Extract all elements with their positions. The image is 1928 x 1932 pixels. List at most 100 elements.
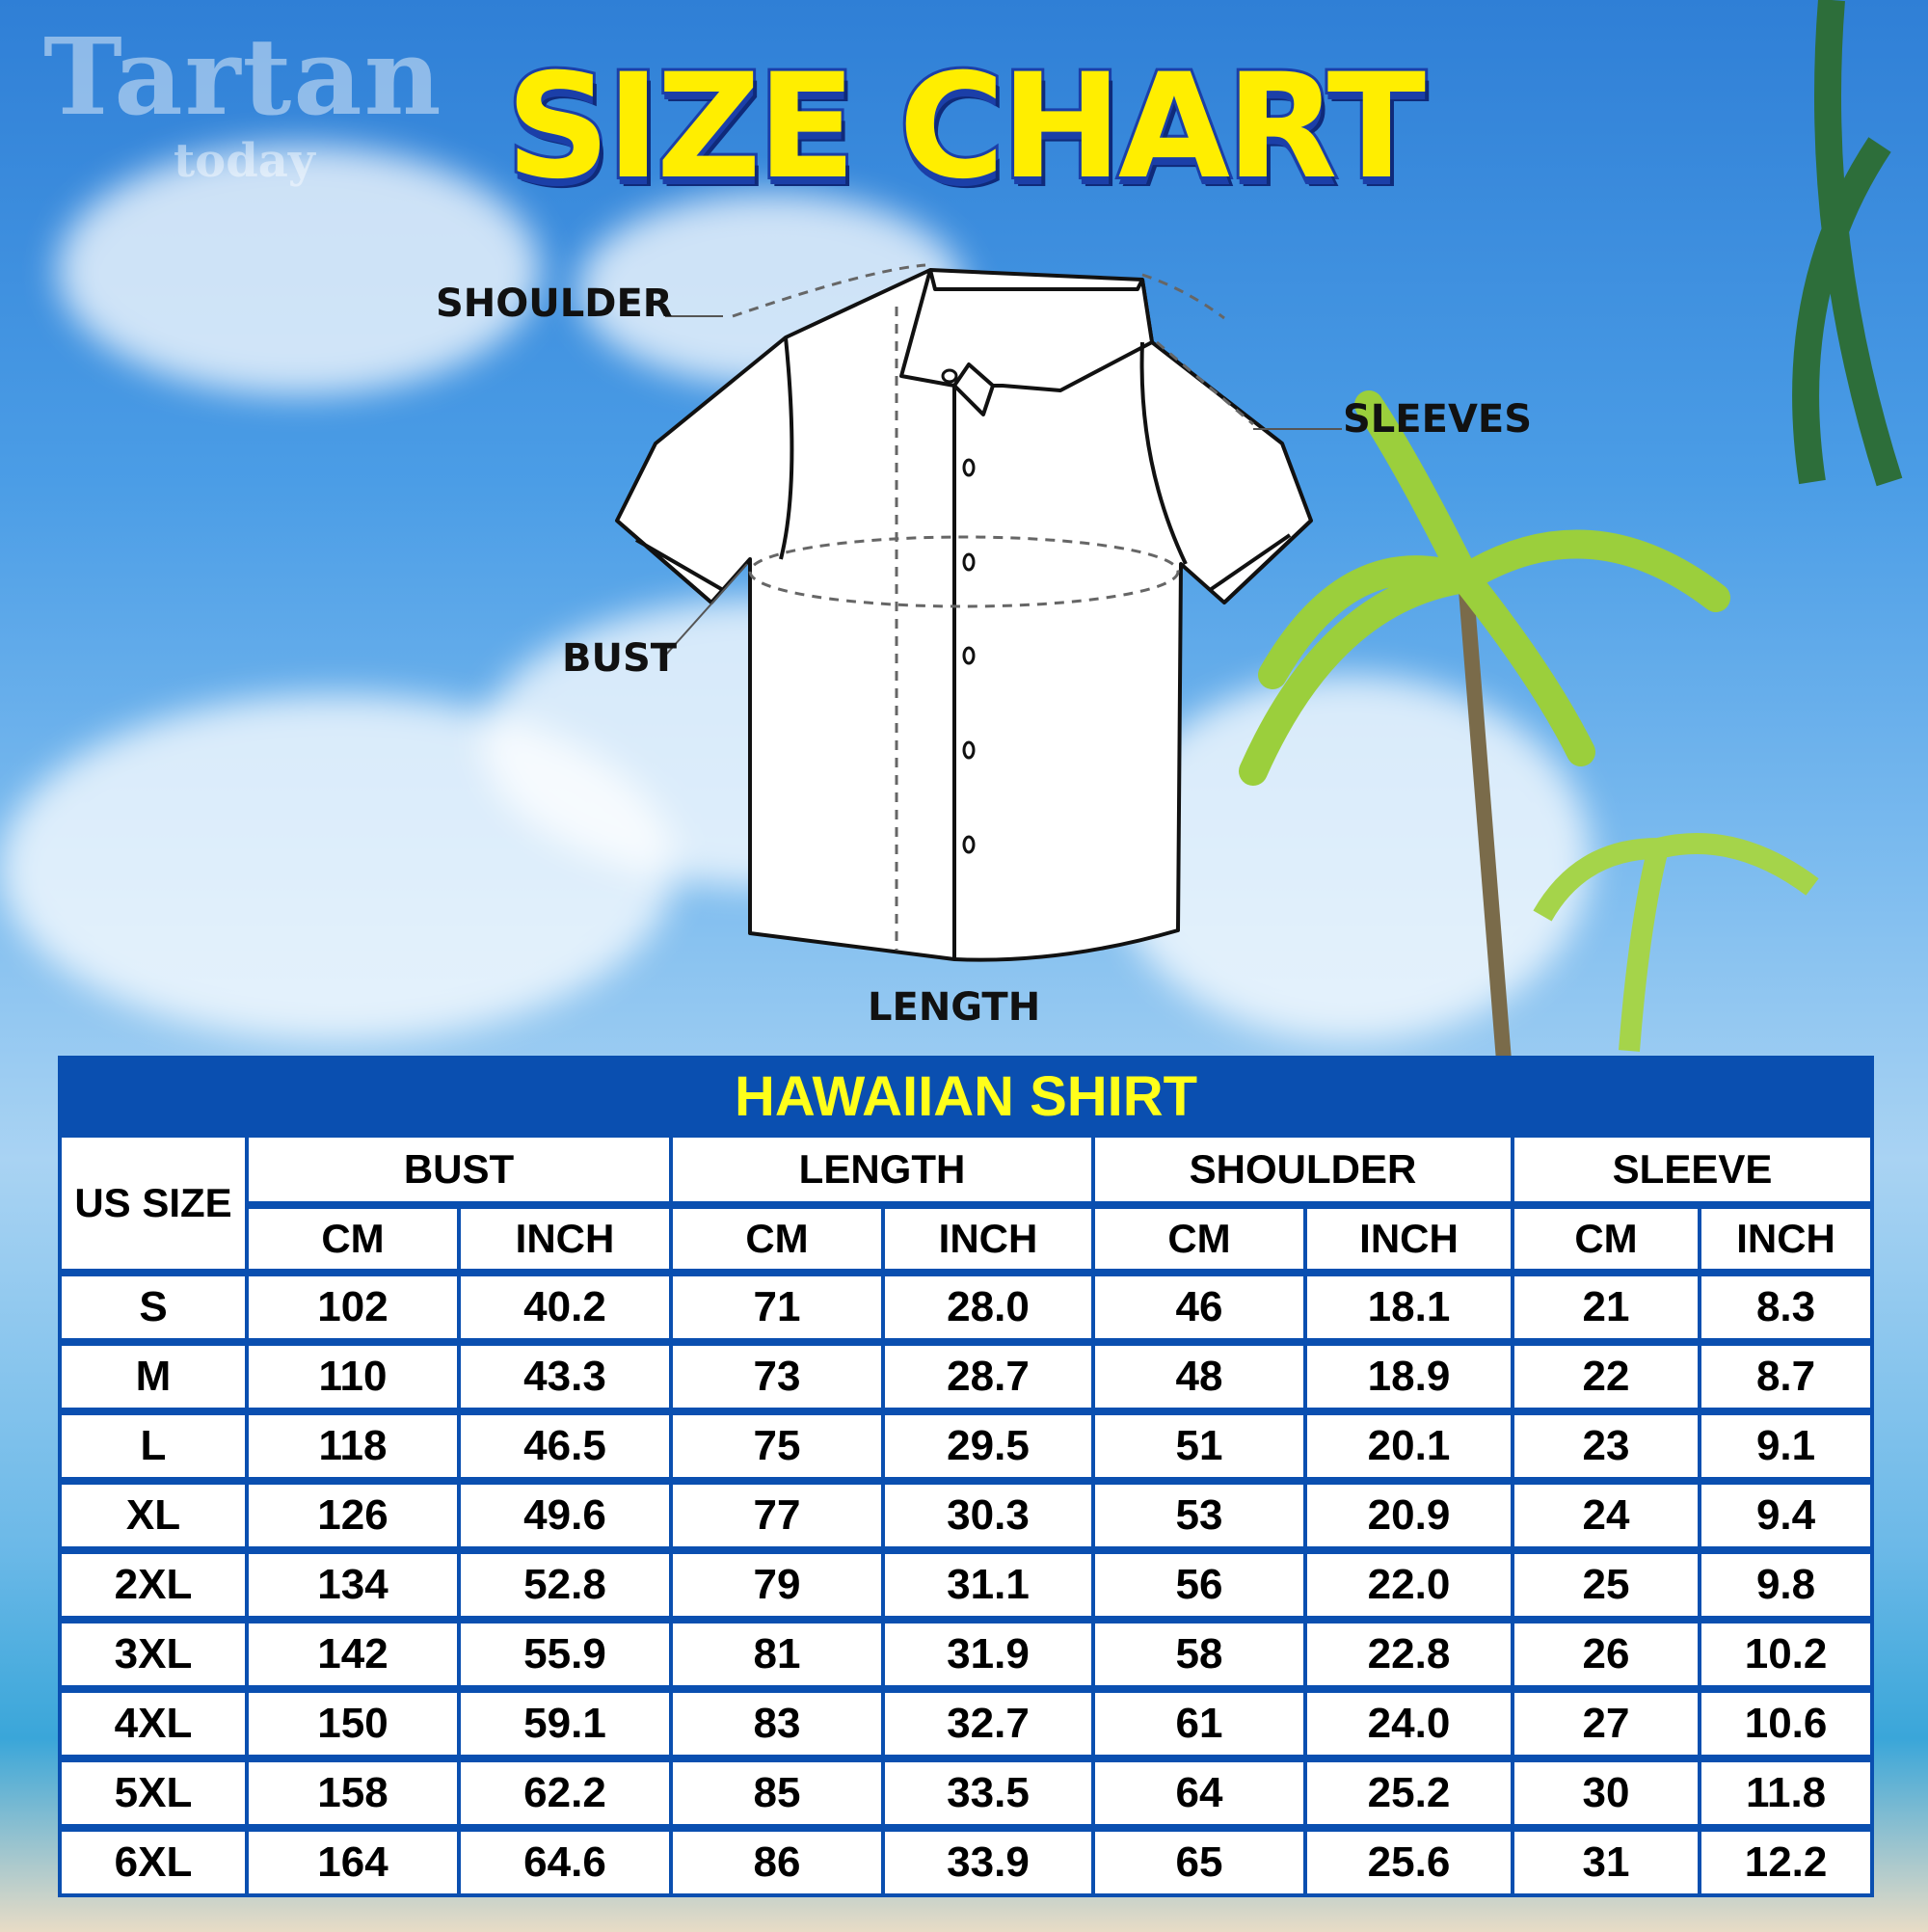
measurement-cell: 8.3: [1697, 1269, 1875, 1344]
length-header: LENGTH: [669, 1134, 1095, 1207]
size-cell: M: [58, 1338, 249, 1413]
measurement-cell: 28.7: [881, 1338, 1095, 1413]
unit-header-cm: CM: [245, 1201, 461, 1275]
measurement-cell: 25.6: [1303, 1824, 1514, 1897]
measurement-cell: 29.5: [881, 1408, 1095, 1483]
measurement-cell: 51: [1091, 1408, 1307, 1483]
table-row: M 110 43.3 73 28.7 48 18.9 22 8.7: [58, 1338, 1875, 1413]
measurement-cell: 81: [669, 1616, 885, 1691]
measurement-cell: 64.6: [457, 1824, 673, 1897]
measurement-cell: 20.1: [1303, 1408, 1514, 1483]
measurement-cell: 150: [245, 1685, 461, 1760]
measurement-cell: 9.4: [1697, 1477, 1875, 1552]
measurement-cell: 134: [245, 1546, 461, 1622]
sleeve-header: SLEEVE: [1510, 1134, 1875, 1207]
measurement-cell: 25: [1511, 1546, 1701, 1622]
bust-label: BUST: [562, 636, 678, 681]
unit-header-inch: INCH: [881, 1201, 1095, 1275]
size-cell: L: [58, 1408, 249, 1483]
measurement-cell: 49.6: [457, 1477, 673, 1552]
measurement-cell: 142: [245, 1616, 461, 1691]
table-row: 2XL 134 52.8 79 31.1 56 22.0 25 9.8: [58, 1546, 1875, 1622]
measurement-cell: 9.8: [1697, 1546, 1875, 1622]
measurement-cell: 21: [1511, 1269, 1701, 1344]
measurement-cell: 27: [1511, 1685, 1701, 1760]
measurement-cell: 85: [669, 1755, 885, 1830]
size-cell: 2XL: [58, 1546, 249, 1622]
measurement-cell: 25.2: [1303, 1755, 1514, 1830]
measurement-cell: 10.2: [1697, 1616, 1875, 1691]
measurement-cell: 23: [1511, 1408, 1701, 1483]
measurement-cell: 11.8: [1697, 1755, 1875, 1830]
size-cell: XL: [58, 1477, 249, 1552]
measurement-cell: 24.0: [1303, 1685, 1514, 1760]
measurement-cell: 26: [1511, 1616, 1701, 1691]
bust-header: BUST: [245, 1134, 673, 1207]
measurement-cell: 48: [1091, 1338, 1307, 1413]
unit-header-cm: CM: [1091, 1201, 1307, 1275]
unit-header-cm: CM: [669, 1201, 885, 1275]
measurement-cell: 102: [245, 1269, 461, 1344]
size-chart-table: HAWAIIAN SHIRT US SIZE BUST LENGTH SHOUL…: [57, 1056, 1875, 1897]
size-cell: 5XL: [58, 1755, 249, 1830]
measurement-cell: 71: [669, 1269, 885, 1344]
table-row: 3XL 142 55.9 81 31.9 58 22.8 26 10.2: [58, 1616, 1875, 1691]
size-cell: 3XL: [58, 1616, 249, 1691]
measurement-cell: 18.9: [1303, 1338, 1514, 1413]
measurement-cell: 22.0: [1303, 1546, 1514, 1622]
size-cell: 4XL: [58, 1685, 249, 1760]
measurement-cell: 53: [1091, 1477, 1307, 1552]
measurement-cell: 77: [669, 1477, 885, 1552]
measurement-cell: 79: [669, 1546, 885, 1622]
measurement-cell: 22.8: [1303, 1616, 1514, 1691]
table-row: 4XL 150 59.1 83 32.7 61 24.0 27 10.6: [58, 1685, 1875, 1760]
measurement-cell: 40.2: [457, 1269, 673, 1344]
measurement-cell: 31: [1511, 1824, 1701, 1897]
watermark-sub: today: [174, 134, 315, 188]
sleeves-label: SLEEVES: [1343, 397, 1533, 442]
measurement-cell: 28.0: [881, 1269, 1095, 1344]
table-row: 6XL 164 64.6 86 33.9 65 25.6 31 12.2: [58, 1824, 1875, 1897]
measurement-cell: 8.7: [1697, 1338, 1875, 1413]
table-row: 5XL 158 62.2 85 33.5 64 25.2 30 11.8: [58, 1755, 1875, 1830]
watermark-main: Tartan: [43, 14, 443, 139]
size-cell: S: [58, 1269, 249, 1344]
measurement-cell: 164: [245, 1824, 461, 1897]
measurement-cell: 75: [669, 1408, 885, 1483]
measurement-cell: 46.5: [457, 1408, 673, 1483]
measurement-cell: 30: [1511, 1755, 1701, 1830]
measurement-cell: 20.9: [1303, 1477, 1514, 1552]
size-cell: 6XL: [58, 1824, 249, 1897]
measurement-cell: 64: [1091, 1755, 1307, 1830]
measurement-cell: 33.5: [881, 1755, 1095, 1830]
measurement-cell: 31.1: [881, 1546, 1095, 1622]
measurement-cell: 12.2: [1697, 1824, 1875, 1897]
measurement-cell: 62.2: [457, 1755, 673, 1830]
measurement-cell: 46: [1091, 1269, 1307, 1344]
measurement-cell: 18.1: [1303, 1269, 1514, 1344]
measurement-cell: 30.3: [881, 1477, 1095, 1552]
measurement-cell: 73: [669, 1338, 885, 1413]
table-row: L 118 46.5 75 29.5 51 20.1 23 9.1: [58, 1408, 1875, 1483]
measurement-cell: 9.1: [1697, 1408, 1875, 1483]
tartan-today-watermark: Tartan today: [43, 14, 443, 189]
measurement-cell: 110: [245, 1338, 461, 1413]
measurement-cell: 86: [669, 1824, 885, 1897]
table-title: HAWAIIAN SHIRT: [57, 1056, 1875, 1138]
measurement-cell: 126: [245, 1477, 461, 1552]
measurement-cell: 56: [1091, 1546, 1307, 1622]
measurement-cell: 33.9: [881, 1824, 1095, 1897]
unit-header-inch: INCH: [457, 1201, 673, 1275]
table-row: XL 126 49.6 77 30.3 53 20.9 24 9.4: [58, 1477, 1875, 1552]
measurement-cell: 22: [1511, 1338, 1701, 1413]
measurement-cell: 52.8: [457, 1546, 673, 1622]
measurement-cell: 31.9: [881, 1616, 1095, 1691]
shoulder-label: SHOULDER: [436, 282, 673, 326]
measurement-cell: 58: [1091, 1616, 1307, 1691]
measurement-cell: 43.3: [457, 1338, 673, 1413]
length-label: LENGTH: [868, 985, 1041, 1030]
table-row: S 102 40.2 71 28.0 46 18.1 21 8.3: [58, 1269, 1875, 1344]
measurement-cell: 59.1: [457, 1685, 673, 1760]
